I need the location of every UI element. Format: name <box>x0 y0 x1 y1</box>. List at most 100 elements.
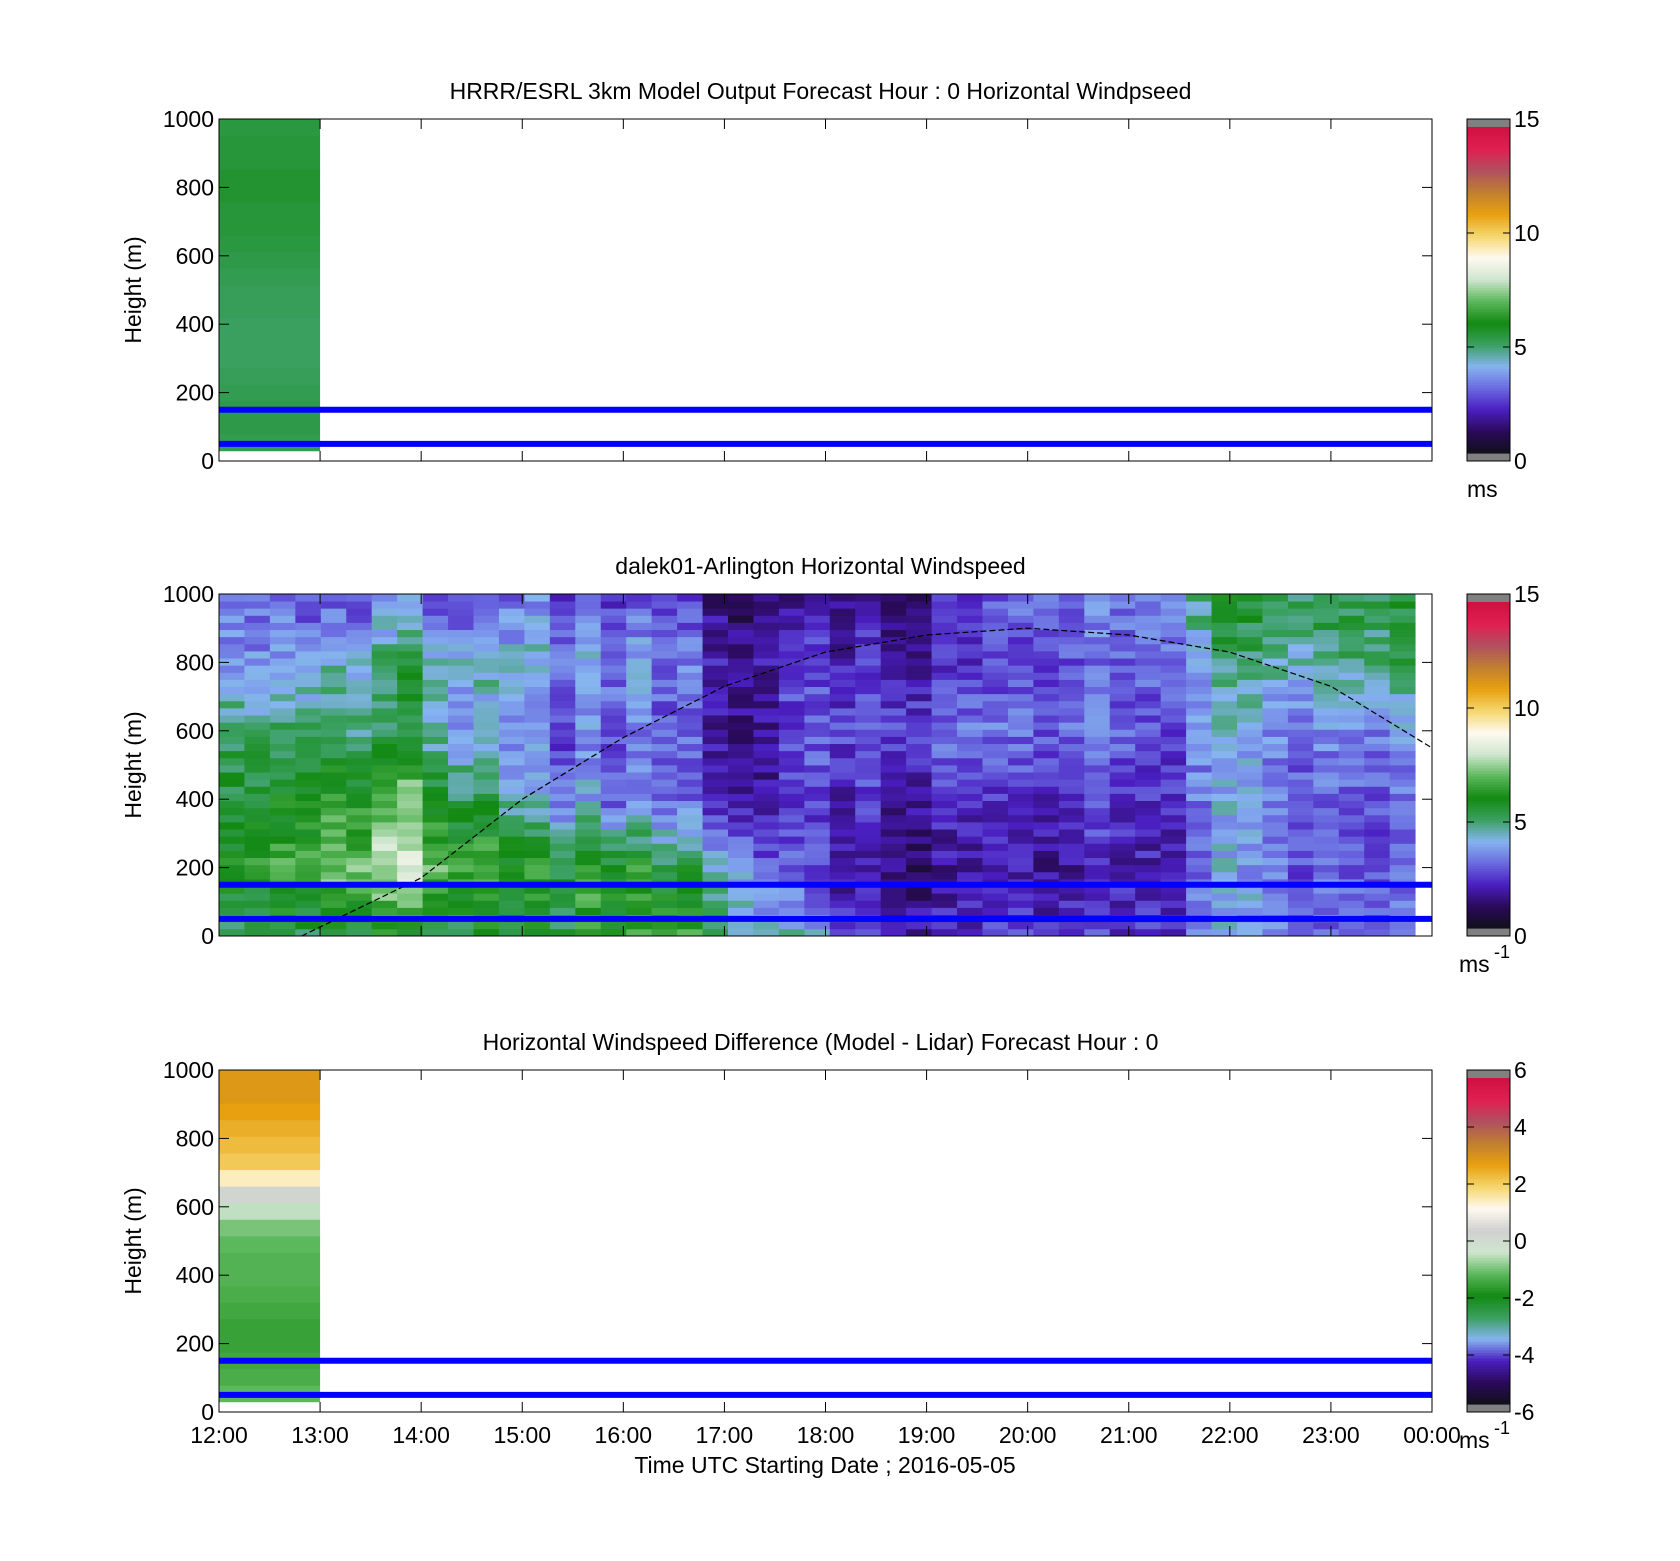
heatmap-cell <box>1135 779 1162 787</box>
colorbar-segment <box>1467 694 1510 698</box>
heatmap-cell <box>1186 722 1212 730</box>
heatmap-cell <box>1389 757 1416 766</box>
heatmap-cell <box>778 665 805 673</box>
colorbar-segment <box>1467 1254 1510 1258</box>
heatmap-cell <box>702 893 729 901</box>
colorbar-segment <box>1467 1156 1510 1161</box>
heatmap-cell <box>244 700 271 709</box>
heatmap-cell <box>728 679 754 688</box>
heatmap-cell <box>575 672 602 680</box>
heatmap-cell <box>295 850 322 859</box>
heatmap-cell <box>957 800 983 809</box>
colorbar-segment <box>1467 295 1510 299</box>
colorbar-segment <box>1467 265 1510 269</box>
colorbar-segment <box>1467 626 1510 630</box>
heatmap-cell <box>829 829 856 837</box>
colorbar-tick-label: -2 <box>1514 1285 1534 1311</box>
heatmap-cell <box>397 622 424 631</box>
heatmap-cell <box>448 629 474 638</box>
heatmap-cell <box>1313 736 1340 745</box>
heatmap-cell <box>397 601 424 609</box>
colorbar-segment <box>1467 1338 1510 1343</box>
heatmap-cell <box>1262 615 1289 623</box>
heatmap-cell <box>346 814 373 823</box>
heatmap-cell <box>1007 893 1034 901</box>
y-tick-label: 200 <box>176 1331 214 1357</box>
heatmap-cell <box>1135 629 1162 638</box>
heatmap-cell <box>1084 636 1111 645</box>
heatmap-cell <box>397 843 424 851</box>
heatmap-cell <box>1338 857 1365 866</box>
heatmap-cell <box>219 601 245 609</box>
heatmap-cell <box>702 843 729 851</box>
heatmap-cell <box>1186 708 1212 716</box>
heatmap-cells <box>219 119 321 452</box>
colorbar-segment <box>1467 857 1510 861</box>
heatmap-cell <box>626 665 653 673</box>
heatmap-cell <box>1084 615 1111 623</box>
heatmap-cell <box>219 857 245 866</box>
heatmap-cell <box>1389 772 1416 780</box>
heatmap-cell <box>600 893 627 901</box>
heatmap-cell <box>1287 658 1314 666</box>
heatmap-cell <box>855 743 882 752</box>
heatmap-cell <box>244 729 271 737</box>
heatmap-cell <box>219 135 321 153</box>
heatmap-cell <box>829 793 856 802</box>
heatmap-cell <box>244 921 271 930</box>
heatmap-cell <box>931 793 958 802</box>
heatmap-cell <box>702 693 729 702</box>
heatmap-cell <box>753 921 780 930</box>
heatmap-cell <box>1084 665 1111 673</box>
heatmap-cell <box>931 836 958 844</box>
heatmap-cell <box>371 822 398 830</box>
heatmap-cell <box>1135 829 1162 837</box>
x-tick-label: 20:00 <box>999 1422 1057 1448</box>
heatmap-cell <box>906 850 933 859</box>
heatmap-cell <box>880 693 907 702</box>
heatmap-cell <box>957 850 983 859</box>
heatmap-cell <box>549 629 576 638</box>
heatmap-cell <box>219 651 245 659</box>
heatmap-cell <box>473 921 500 930</box>
heatmap-cell <box>1262 679 1289 688</box>
colorbar-segment <box>1467 675 1510 679</box>
colorbar-segment <box>1467 219 1510 223</box>
heatmap-cell <box>1313 643 1340 652</box>
heatmap-cell <box>880 651 907 659</box>
heatmap-cell <box>371 900 398 908</box>
heatmap-cell <box>524 900 551 908</box>
heatmap-cell <box>702 608 729 616</box>
heatmap-cell <box>1262 601 1289 609</box>
heatmap-cell <box>371 736 398 745</box>
heatmap-cell <box>1262 893 1289 901</box>
heatmap-cell <box>269 658 296 666</box>
heatmap-cell <box>728 622 754 631</box>
heatmap-cell <box>1389 822 1416 830</box>
heatmap-cell <box>473 729 500 737</box>
heatmap-cell <box>829 736 856 745</box>
heatmap-cell <box>1237 900 1263 908</box>
heatmap-cell <box>1262 736 1289 745</box>
heatmap-cell <box>575 928 602 937</box>
heatmap-cell <box>931 871 958 880</box>
heatmap-cell <box>1058 850 1085 859</box>
heatmap-cell <box>982 672 1009 680</box>
heatmap-cell <box>371 814 398 823</box>
heatmap-cell <box>1109 843 1136 851</box>
heatmap-cell <box>1211 765 1238 773</box>
heatmap-cell <box>244 843 271 851</box>
heatmap-cell <box>1313 786 1340 794</box>
colorbar-segment <box>1467 1330 1510 1334</box>
heatmap-cell <box>1084 814 1111 823</box>
heatmap-cell <box>1007 765 1034 773</box>
heatmap-cell <box>269 822 296 830</box>
heatmap-cell <box>626 679 653 688</box>
heatmap-cell <box>677 651 703 659</box>
heatmap-cell <box>1109 800 1136 809</box>
heatmap-cell <box>295 686 322 695</box>
heatmap-cell <box>269 651 296 659</box>
heatmap-cell <box>1058 708 1085 716</box>
heatmap-cell <box>1211 693 1238 702</box>
